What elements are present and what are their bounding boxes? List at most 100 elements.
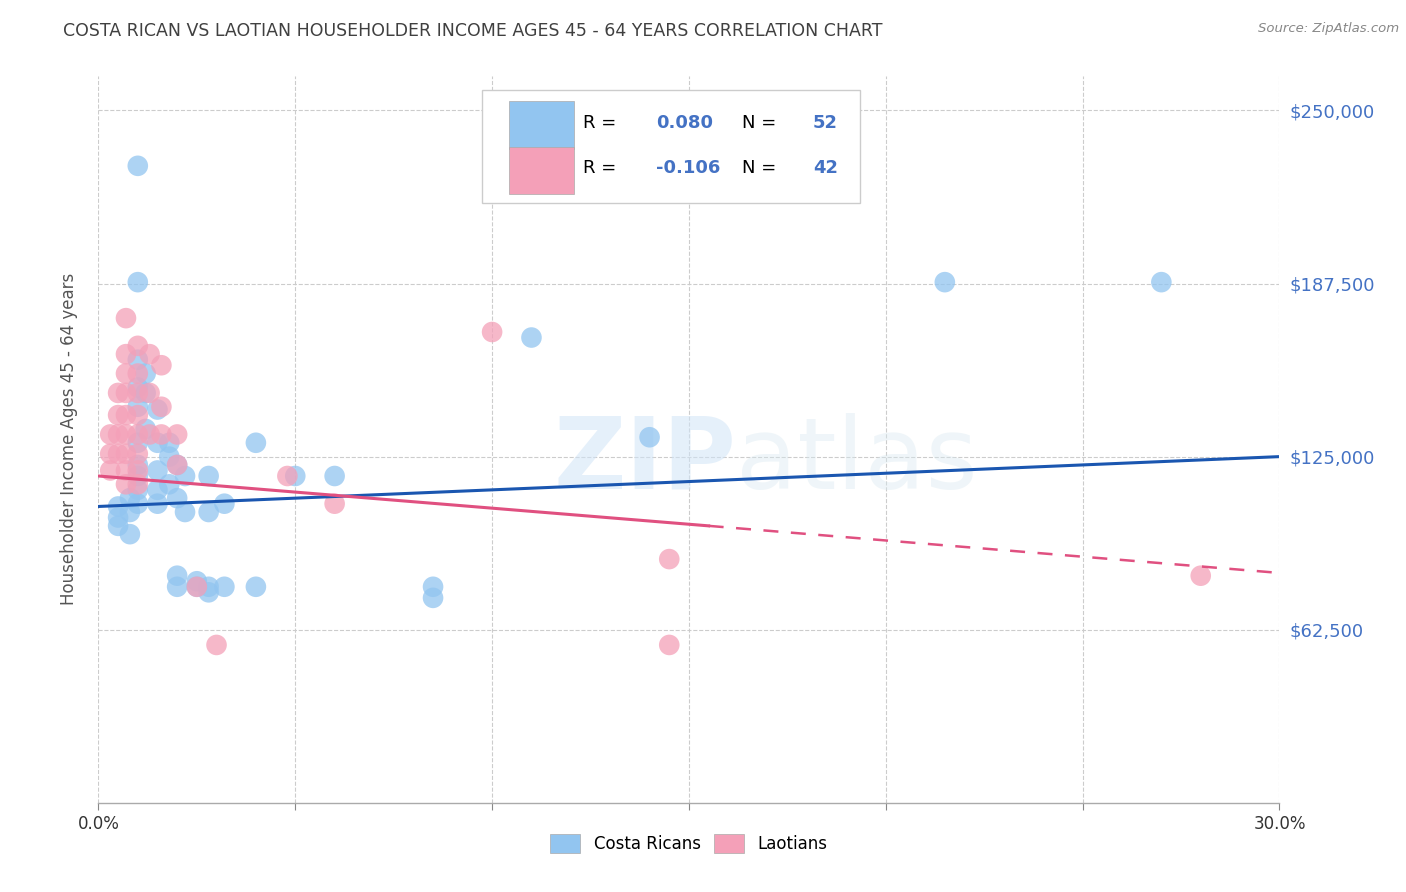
Point xyxy=(127,408,149,422)
Point xyxy=(127,159,149,173)
Point xyxy=(146,497,169,511)
Point xyxy=(115,311,138,326)
Point xyxy=(115,427,138,442)
Point xyxy=(1189,568,1212,582)
Text: 42: 42 xyxy=(813,160,838,178)
Point xyxy=(166,427,188,442)
Point xyxy=(115,385,138,400)
Point xyxy=(127,275,149,289)
Point xyxy=(166,568,188,582)
Text: R =: R = xyxy=(582,114,621,132)
Point xyxy=(115,447,138,461)
Point xyxy=(150,358,173,372)
Point xyxy=(186,580,208,594)
Point xyxy=(245,435,267,450)
Point xyxy=(658,638,681,652)
Text: Source: ZipAtlas.com: Source: ZipAtlas.com xyxy=(1258,22,1399,36)
Point xyxy=(146,483,169,497)
Legend: Costa Ricans, Laotians: Costa Ricans, Laotians xyxy=(544,827,834,860)
Point xyxy=(284,469,307,483)
Point xyxy=(658,552,681,566)
Point xyxy=(107,427,129,442)
Text: R =: R = xyxy=(582,160,621,178)
Point xyxy=(138,385,160,400)
Point xyxy=(205,638,228,652)
Point xyxy=(1150,275,1173,289)
Text: -0.106: -0.106 xyxy=(655,160,720,178)
Point xyxy=(118,491,141,505)
Point xyxy=(107,510,129,524)
Point xyxy=(166,458,188,472)
FancyBboxPatch shape xyxy=(482,90,860,203)
Point xyxy=(98,427,121,442)
Point xyxy=(107,408,129,422)
Text: 52: 52 xyxy=(813,114,838,132)
Point xyxy=(197,580,219,594)
Point xyxy=(934,275,956,289)
Point xyxy=(135,367,157,381)
Point xyxy=(127,477,149,491)
Point xyxy=(174,469,197,483)
Point xyxy=(186,574,208,589)
Point xyxy=(520,330,543,344)
Point xyxy=(146,402,169,417)
Point xyxy=(107,385,129,400)
Point xyxy=(127,497,149,511)
Point xyxy=(127,400,149,414)
Point xyxy=(422,580,444,594)
Point xyxy=(135,385,157,400)
Point xyxy=(127,352,149,367)
Text: ZIP: ZIP xyxy=(554,413,737,509)
Point xyxy=(166,580,188,594)
Point xyxy=(127,380,149,394)
Point xyxy=(186,580,208,594)
Point xyxy=(127,367,149,381)
Point xyxy=(323,469,346,483)
Point xyxy=(115,367,138,381)
Point xyxy=(197,505,219,519)
Point xyxy=(115,347,138,361)
Point xyxy=(166,458,188,472)
Point xyxy=(146,435,169,450)
Point xyxy=(146,463,169,477)
Point xyxy=(127,339,149,353)
Point xyxy=(127,458,149,472)
Point xyxy=(638,430,661,444)
Point xyxy=(157,477,180,491)
Point xyxy=(214,580,236,594)
Point xyxy=(107,500,129,514)
Point xyxy=(197,469,219,483)
Point xyxy=(150,427,173,442)
Point xyxy=(481,325,503,339)
Point xyxy=(323,497,346,511)
Point xyxy=(115,477,138,491)
Point xyxy=(150,400,173,414)
Point xyxy=(118,505,141,519)
Point xyxy=(127,427,149,442)
Point xyxy=(138,347,160,361)
Point xyxy=(127,463,149,477)
Point xyxy=(214,497,236,511)
Point xyxy=(115,408,138,422)
Point xyxy=(157,435,180,450)
Text: N =: N = xyxy=(742,114,782,132)
Point xyxy=(135,422,157,436)
Point xyxy=(115,463,138,477)
Point xyxy=(107,519,129,533)
Text: COSTA RICAN VS LAOTIAN HOUSEHOLDER INCOME AGES 45 - 64 YEARS CORRELATION CHART: COSTA RICAN VS LAOTIAN HOUSEHOLDER INCOM… xyxy=(63,22,883,40)
Point xyxy=(166,491,188,505)
Point xyxy=(422,591,444,605)
Point xyxy=(138,427,160,442)
Point xyxy=(127,447,149,461)
Point xyxy=(197,585,219,599)
Point xyxy=(127,483,149,497)
Text: N =: N = xyxy=(742,160,782,178)
Point xyxy=(127,435,149,450)
Point xyxy=(245,580,267,594)
Point xyxy=(174,505,197,519)
Text: atlas: atlas xyxy=(737,413,977,509)
FancyBboxPatch shape xyxy=(509,102,575,149)
Text: 0.080: 0.080 xyxy=(655,114,713,132)
Y-axis label: Householder Income Ages 45 - 64 years: Householder Income Ages 45 - 64 years xyxy=(59,273,77,606)
Point xyxy=(127,385,149,400)
